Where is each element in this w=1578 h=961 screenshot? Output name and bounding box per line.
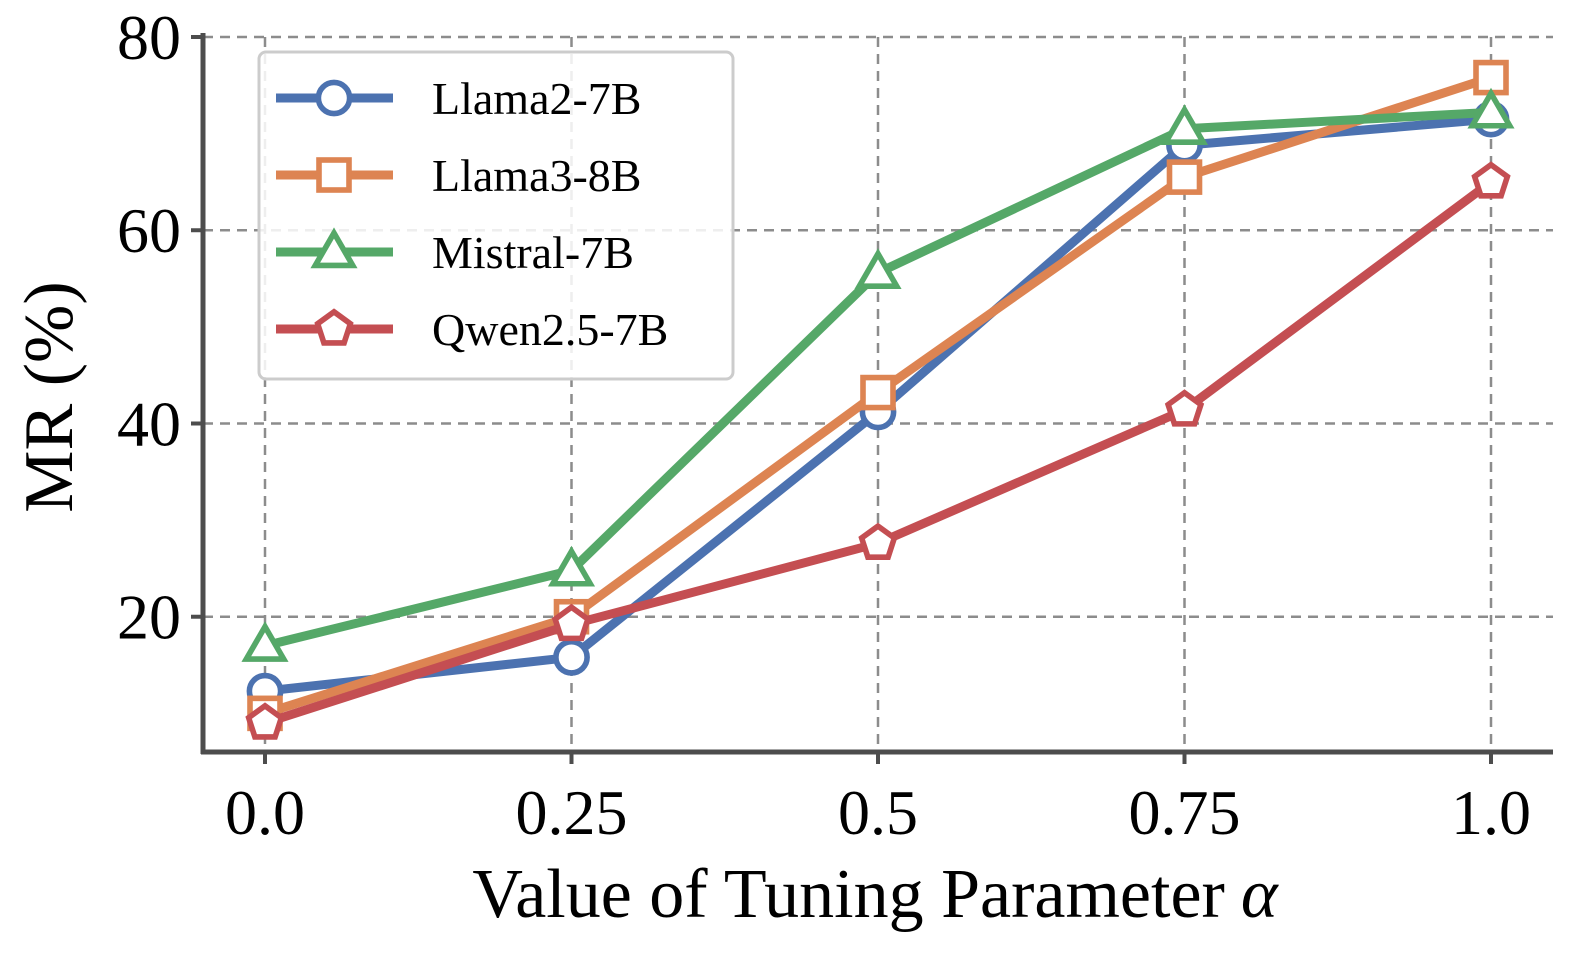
x-tick-label: 0.25 — [516, 777, 628, 848]
data-point-qwen2-5-7b — [1164, 389, 1205, 427]
data-point-mistral-7b — [547, 545, 596, 587]
x-tick-label: 0.0 — [225, 777, 305, 848]
legend-label: Mistral-7B — [432, 227, 634, 278]
y-axis-title: MR (%) — [11, 281, 88, 512]
legend-marker — [315, 79, 353, 117]
x-tick-label: 0.75 — [1129, 777, 1241, 848]
legend-item-llama2-7b: Llama2-7B — [276, 73, 642, 124]
legend-marker — [316, 157, 352, 193]
data-point-llama3-8b — [1166, 159, 1203, 195]
data-point-mistral-7b — [241, 621, 289, 662]
data-point-llama2-7b — [553, 638, 590, 676]
x-axis-title: Value of Tuning Parameter α — [472, 856, 1278, 933]
data-point-mistral-7b — [854, 248, 902, 289]
data-point-qwen2-5-7b — [1471, 161, 1511, 199]
legend-item-llama3-8b: Llama3-8B — [276, 150, 642, 201]
y-tick-label: 40 — [117, 388, 181, 459]
data-point-qwen2-5-7b — [245, 702, 285, 740]
legend: Llama2-7B Llama3-8B Mistral-7B Qwen2.5-7B — [257, 50, 735, 381]
x-tick-label: 0.5 — [838, 777, 918, 848]
y-tick-label: 20 — [117, 582, 181, 653]
y-tick-label: 80 — [117, 2, 181, 73]
legend-item-qwen2-5-7b: Qwen2.5-7B — [276, 304, 668, 355]
legend-item-mistral-7b: Mistral-7B — [276, 227, 634, 278]
axes — [191, 33, 1553, 764]
x-tick-label: 1.0 — [1451, 777, 1531, 848]
legend-label: Qwen2.5-7B — [432, 304, 668, 355]
tick-labels: 0.0 0.25 0.5 0.75 1.0 20 40 60 80 — [117, 2, 1531, 848]
legend-marker — [310, 227, 358, 269]
data-point-qwen2-5-7b — [551, 603, 592, 642]
legend-marker — [314, 308, 354, 346]
data-point-llama3-8b — [860, 374, 896, 411]
legend-label: Llama3-8B — [432, 150, 642, 201]
legend-box — [257, 50, 735, 381]
data-point-mistral-7b — [1160, 104, 1209, 145]
data-point-mistral-7b — [1467, 87, 1515, 129]
data-point-qwen2-5-7b — [858, 522, 898, 561]
y-tick-label: 60 — [117, 195, 181, 266]
series-lines — [241, 59, 1515, 740]
series-mistral-7b — [241, 87, 1515, 662]
series-qwen2-5-7b — [245, 161, 1511, 740]
legend-label: Llama2-7B — [432, 73, 642, 124]
